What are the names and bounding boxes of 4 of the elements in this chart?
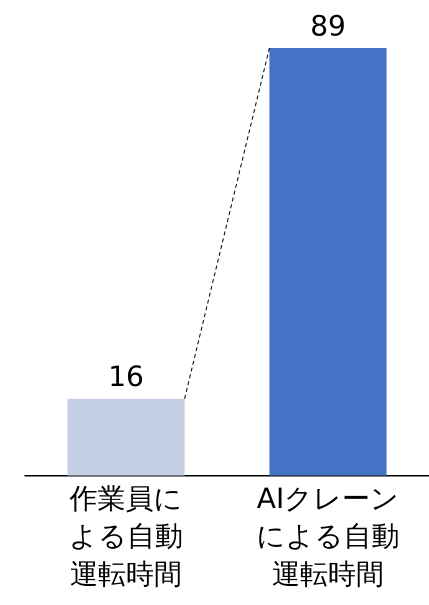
x-tick-label: AIクレーンによる自動運転時間 xyxy=(256,482,400,590)
data-label: 89 xyxy=(310,9,346,42)
data-label: 16 xyxy=(108,360,144,394)
x-tick-label: 作業員による自動運転時間 xyxy=(68,482,183,590)
